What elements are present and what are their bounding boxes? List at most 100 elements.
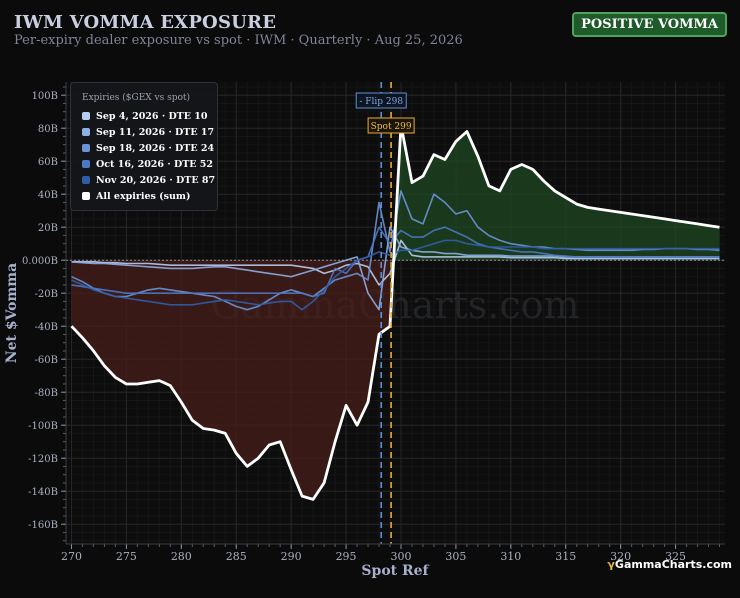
exposure-fill-segment [697,223,709,261]
exposure-fill-segment [82,260,94,351]
y-tick-label: 60B [38,157,58,168]
x-tick-label: 305 [445,550,466,563]
legend-swatch [82,176,90,184]
exposure-fill-segment [269,260,281,445]
exposure-fill-segment [532,169,544,261]
exposure-fill-segment [192,260,204,429]
exposure-fill-segment [148,260,160,383]
exposure-fill-segment [137,260,149,384]
legend-item: Oct 16, 2026 · DTE 52 [82,157,213,171]
exposure-fill-segment [499,169,511,261]
legend-swatch [82,144,90,152]
exposure-fill-segment [313,260,325,500]
y-tick-label: 0.000B [22,256,58,267]
series-line [71,239,720,311]
exposure-fill-segment [653,217,665,261]
y-tick-label: -80B [35,388,58,399]
exposure-fill-segment [488,185,500,261]
exposure-fill-segment [93,260,105,366]
legend-label: Sep 18, 2026 · DTE 24 [96,142,215,154]
y-tick-label: 80B [38,124,58,135]
exposure-fill-segment [554,190,566,261]
x-tick-label: 295 [336,550,357,563]
legend-label: Sep 11, 2026 · DTE 17 [96,126,215,138]
y-tick-label: 20B [38,223,58,234]
y-tick-label: -160B [28,520,58,531]
x-tick-label: 285 [226,550,247,563]
legend-label: Nov 20, 2026 · DTE 87 [96,174,216,186]
legend-item: Nov 20, 2026 · DTE 87 [82,173,215,187]
y-axis-label: Net $Vomma [4,263,20,363]
exposure-fill-segment [576,204,588,261]
legend-item: All expiries (sum) [82,189,190,203]
exposure-fill-segment [664,218,676,261]
exposure-fill-segment [291,260,303,497]
legend-title: Expiries ($GEX vs spot) [82,93,191,103]
exposure-fill-segment [236,260,248,467]
flip-label: - Flip 298 [359,97,403,107]
exposure-fill-segment [521,164,533,261]
exposure-fill-segment [258,260,270,459]
x-tick-label: 300 [390,550,411,563]
legend-swatch [82,112,90,120]
axes: 270 275 280 285 290 295 300 305 310 315 320 325 100B… [22,82,725,563]
chart-subtitle: Per-expiry dealer exposure vs spot · IWM… [14,33,463,48]
spot-label: Spot 299 [371,122,412,132]
exposure-fill-segment [620,212,632,261]
spot-label-box [367,117,415,134]
series-line-total [70,123,720,501]
exposure-fill-segment [346,260,358,426]
exposure-fill-segment [159,260,171,386]
x-tick-label: 280 [171,550,192,563]
y-tick-label: -140B [28,487,58,498]
x-tick-label: 270 [61,550,82,563]
series-lines [70,123,720,501]
exposure-fill-segment [104,260,116,378]
exposure-fill-segment [203,260,215,431]
y-tick-label: 40B [38,190,58,201]
series-line [71,239,720,286]
positive-vomma-badge: POSITIVE VOMMA [572,12,727,37]
legend-item: Sep 11, 2026 · DTE 17 [82,125,214,139]
legend: Expiries ($GEX vs spot) Sep 4, 2026 · DT… [70,82,218,211]
chart-title: IWM VOMMA EXPOSURE [14,12,277,33]
y-tick-label: -40B [35,322,58,333]
y-tick-label: 100B [32,91,58,102]
legend-swatch [82,128,90,136]
x-tick-label: 320 [610,550,631,563]
y-tick-label: -120B [28,454,58,465]
legend-label: Oct 16, 2026 · DTE 52 [96,158,214,170]
exposure-fill-segment [357,260,369,426]
x-tick-label: 290 [281,550,302,563]
exposure-fill-segment [455,131,467,261]
reference-lines: - Flip 298 Spot 299 [355,82,415,544]
x-axis-label: Spot Ref [361,563,429,579]
exposure-fill-segment [214,260,226,434]
exposure-fill-segment [411,176,423,261]
exposure-fill-segment [686,222,698,261]
flip-label-box [355,92,407,109]
exposure-fill-segment [631,214,643,261]
exposure-fill-segment [609,210,621,261]
exposure-fill-segment [280,260,292,470]
exposure-fill-segment [433,154,445,261]
legend-item: Sep 4, 2026 · DTE 10 [82,109,208,123]
legend-label: All expiries (sum) [96,190,191,202]
exposure-fill-segment [598,209,610,261]
legend-item: Sep 18, 2026 · DTE 24 [82,141,214,155]
brand-logo: γGammaCharts.com [607,558,732,571]
x-tick-label: 275 [116,550,137,563]
legend-swatch [82,192,90,200]
exposure-fill-segment [181,260,193,421]
exposure-fill-segment [466,131,478,261]
x-tick-label: 315 [555,550,576,563]
exposure-fill-segment [225,260,237,454]
exposure-fill-segment [587,207,599,261]
x-tick-label: 325 [665,550,686,563]
exposure-fill-segment [115,260,127,384]
y-tick-label: -100B [28,421,58,432]
exposure-fill-segment [170,260,182,403]
exposure-fill-segment [247,260,259,467]
exposure-fill-segment [675,220,687,261]
